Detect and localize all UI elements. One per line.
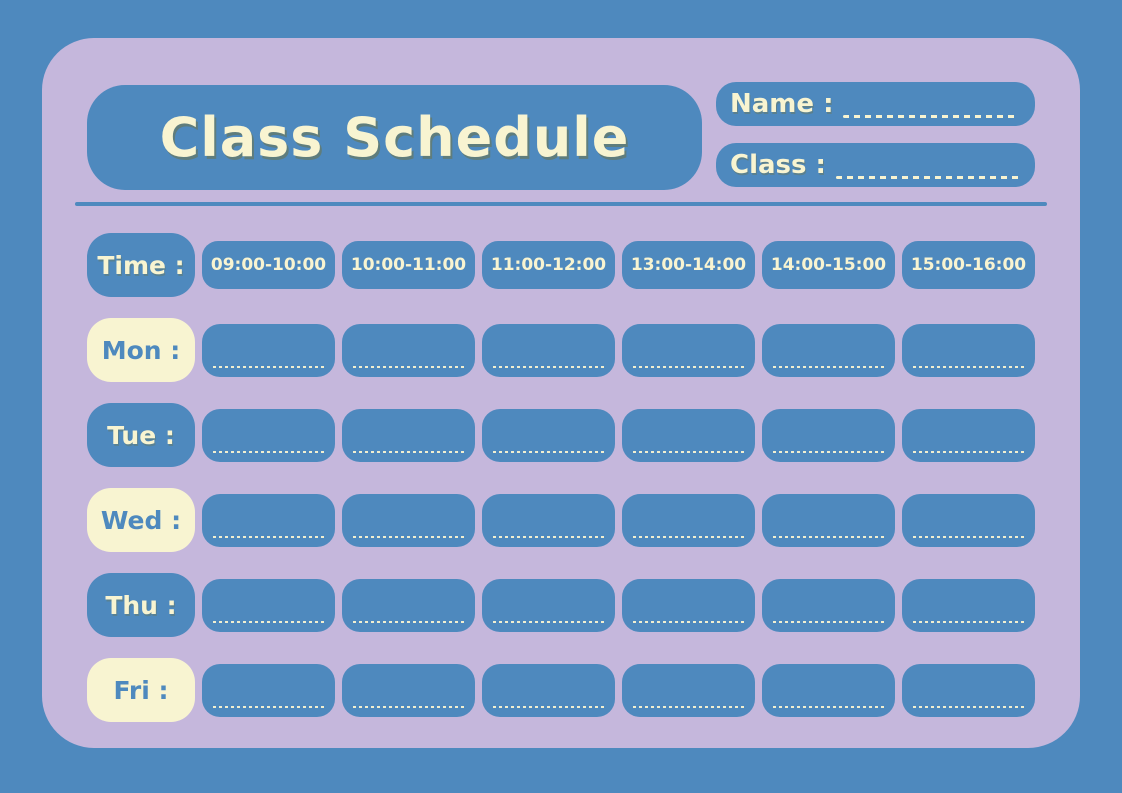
cell-write-line (633, 450, 744, 453)
cell-write-line (913, 535, 1024, 538)
day-row-tue: Tue : (87, 403, 1035, 467)
time-slot: 09:00-10:00 (202, 241, 335, 289)
schedule-cell-mon-4[interactable] (622, 323, 755, 377)
title-banner: Class Schedule (87, 85, 702, 190)
schedule-cell-thu-3[interactable] (482, 578, 615, 632)
schedule-cell-thu-2[interactable] (342, 578, 475, 632)
schedule-cell-tue-2[interactable] (342, 408, 475, 462)
schedule-cell-thu-5[interactable] (762, 578, 895, 632)
schedule-card: Class Schedule Name : Class : Time : 0 (42, 38, 1080, 748)
schedule-cell-tue-5[interactable] (762, 408, 895, 462)
schedule-cell-fri-5[interactable] (762, 663, 895, 717)
schedule-grid: Time : 09:00-10:00 10:00-11:00 11:00-12:… (87, 233, 1035, 722)
cell-write-line (773, 620, 884, 623)
cell-write-line (353, 365, 464, 368)
cell-write-line (353, 620, 464, 623)
cell-write-line (493, 535, 604, 538)
cell-write-line (213, 450, 324, 453)
cell-write-line (493, 620, 604, 623)
schedule-cell-tue-1[interactable] (202, 408, 335, 462)
class-label: Class : (730, 150, 826, 180)
cell-write-line (773, 450, 884, 453)
header-divider (75, 202, 1047, 206)
schedule-cell-mon-3[interactable] (482, 323, 615, 377)
day-row-fri: Fri : (87, 658, 1035, 722)
schedule-cell-tue-4[interactable] (622, 408, 755, 462)
name-field[interactable]: Name : (716, 82, 1035, 126)
cell-write-line (213, 365, 324, 368)
cell-write-line (493, 450, 604, 453)
cell-write-line (353, 450, 464, 453)
day-label-tue: Tue : (87, 403, 195, 467)
cell-write-line (493, 365, 604, 368)
cell-write-line (773, 535, 884, 538)
schedule-cell-thu-1[interactable] (202, 578, 335, 632)
class-field[interactable]: Class : (716, 143, 1035, 187)
schedule-cell-mon-5[interactable] (762, 323, 895, 377)
day-row-wed: Wed : (87, 488, 1035, 552)
schedule-cell-tue-3[interactable] (482, 408, 615, 462)
cell-write-line (353, 705, 464, 708)
time-header-row: Time : 09:00-10:00 10:00-11:00 11:00-12:… (87, 233, 1035, 297)
day-label-thu: Thu : (87, 573, 195, 637)
cell-write-line (773, 705, 884, 708)
cell-write-line (213, 705, 324, 708)
schedule-cell-wed-2[interactable] (342, 493, 475, 547)
schedule-cell-fri-1[interactable] (202, 663, 335, 717)
schedule-cell-wed-5[interactable] (762, 493, 895, 547)
cell-write-line (213, 620, 324, 623)
schedule-cell-mon-1[interactable] (202, 323, 335, 377)
time-label: Time : (87, 233, 195, 297)
schedule-cell-wed-4[interactable] (622, 493, 755, 547)
page-title: Class Schedule (159, 106, 630, 169)
cell-write-line (633, 535, 744, 538)
day-row-thu: Thu : (87, 573, 1035, 637)
cell-write-line (913, 450, 1024, 453)
day-row-mon: Mon : (87, 318, 1035, 382)
cell-write-line (773, 365, 884, 368)
cell-write-line (913, 365, 1024, 368)
day-label-fri: Fri : (87, 658, 195, 722)
cell-write-line (633, 705, 744, 708)
cell-write-line (633, 365, 744, 368)
cell-write-line (213, 535, 324, 538)
schedule-cell-tue-6[interactable] (902, 408, 1035, 462)
schedule-cell-fri-4[interactable] (622, 663, 755, 717)
cell-write-line (913, 620, 1024, 623)
schedule-cell-wed-3[interactable] (482, 493, 615, 547)
time-slot: 13:00-14:00 (622, 241, 755, 289)
name-label: Name : (730, 89, 834, 119)
time-slot: 14:00-15:00 (762, 241, 895, 289)
schedule-cell-thu-6[interactable] (902, 578, 1035, 632)
day-label-wed: Wed : (87, 488, 195, 552)
time-slot: 11:00-12:00 (482, 241, 615, 289)
schedule-cell-fri-6[interactable] (902, 663, 1035, 717)
class-write-line[interactable] (835, 176, 1019, 179)
time-slot: 15:00-16:00 (902, 241, 1035, 289)
cell-write-line (493, 705, 604, 708)
cell-write-line (633, 620, 744, 623)
cell-write-line (913, 705, 1024, 708)
schedule-cell-thu-4[interactable] (622, 578, 755, 632)
schedule-cell-wed-1[interactable] (202, 493, 335, 547)
name-write-line[interactable] (843, 115, 1019, 118)
schedule-cell-wed-6[interactable] (902, 493, 1035, 547)
schedule-cell-fri-2[interactable] (342, 663, 475, 717)
header: Class Schedule Name : Class : (87, 82, 1035, 190)
identity-fields: Name : Class : (716, 82, 1035, 187)
day-label-mon: Mon : (87, 318, 195, 382)
cell-write-line (353, 535, 464, 538)
time-slot: 10:00-11:00 (342, 241, 475, 289)
schedule-cell-mon-2[interactable] (342, 323, 475, 377)
schedule-cell-fri-3[interactable] (482, 663, 615, 717)
schedule-cell-mon-6[interactable] (902, 323, 1035, 377)
